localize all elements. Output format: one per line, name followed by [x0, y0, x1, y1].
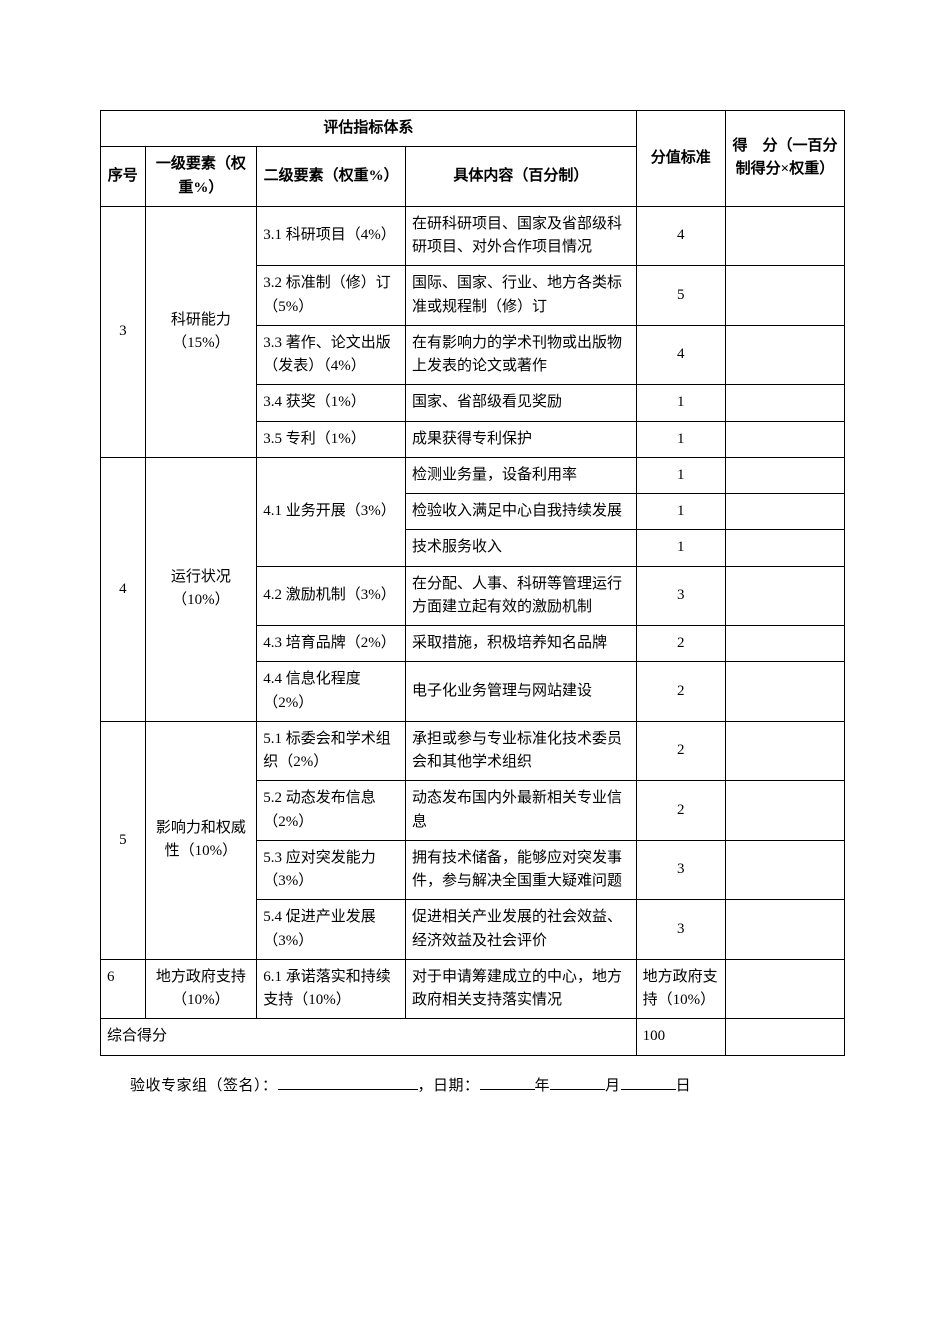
std-cell: 1	[636, 421, 725, 457]
detail-cell: 承担或参与专业标准化技术委员会和其他学术组织	[406, 721, 637, 781]
score-cell	[725, 421, 844, 457]
std-cell: 3	[636, 566, 725, 626]
score-cell	[725, 840, 844, 900]
std-cell: 1	[636, 457, 725, 493]
table-row: 3 科研能力（15%） 3.1 科研项目（4%） 在研科研项目、国家及省部级科研…	[101, 206, 845, 266]
day-label: 日	[676, 1078, 692, 1094]
std-cell: 3	[636, 840, 725, 900]
score-cell	[725, 385, 844, 421]
level2-cell: 5.4 促进产业发展（3%）	[257, 900, 406, 960]
std-cell: 3	[636, 900, 725, 960]
signature-blank	[278, 1074, 418, 1090]
date-label: ，日期：	[418, 1078, 480, 1094]
score-cell	[725, 494, 844, 530]
total-score-cell	[725, 1019, 844, 1055]
detail-cell: 检验收入满足中心自我持续发展	[406, 494, 637, 530]
signature-prefix: 验收专家组（签名）：	[130, 1078, 278, 1094]
detail-cell: 动态发布国内外最新相关专业信息	[406, 781, 637, 841]
score-cell	[725, 566, 844, 626]
level1-cell: 地方政府支持（10%）	[145, 959, 257, 1019]
score-cell	[725, 206, 844, 266]
signature-line: 验收专家组（签名）： ，日期： 年 月 日	[100, 1074, 845, 1095]
std-cell: 4	[636, 325, 725, 385]
seq-cell: 4	[101, 457, 146, 721]
level2-cell: 5.3 应对突发能力（3%）	[257, 840, 406, 900]
detail-cell: 对于申请筹建成立的中心，地方政府相关支持落实情况	[406, 959, 637, 1019]
level1-cell: 影响力和权威性（10%）	[145, 721, 257, 959]
col-header-seq: 序号	[101, 147, 146, 207]
score-cell	[725, 900, 844, 960]
std-cell: 2	[636, 662, 725, 722]
score-cell	[725, 781, 844, 841]
evaluation-table: 评估指标体系 分值标准 得 分（一百分制得分×权重） 序号 一级要素（权重%） …	[100, 110, 845, 1056]
seq-cell: 6	[101, 959, 146, 1019]
level2-cell: 3.1 科研项目（4%）	[257, 206, 406, 266]
std-cell: 5	[636, 266, 725, 326]
std-cell: 1	[636, 494, 725, 530]
score-cell	[725, 457, 844, 493]
table-header-row: 评估指标体系 分值标准 得 分（一百分制得分×权重）	[101, 111, 845, 147]
year-blank	[480, 1074, 535, 1090]
table-title: 评估指标体系	[101, 111, 637, 147]
total-label: 综合得分	[101, 1019, 637, 1055]
level2-cell: 4.4 信息化程度（2%）	[257, 662, 406, 722]
seq-cell: 3	[101, 206, 146, 457]
detail-cell: 在分配、人事、科研等管理运行方面建立起有效的激励机制	[406, 566, 637, 626]
detail-cell: 国家、省部级看见奖励	[406, 385, 637, 421]
level1-cell: 科研能力（15%）	[145, 206, 257, 457]
detail-cell: 采取措施，积极培养知名品牌	[406, 626, 637, 662]
score-cell	[725, 266, 844, 326]
std-cell: 4	[636, 206, 725, 266]
table-row: 6 地方政府支持（10%） 6.1 承诺落实和持续支持（10%） 对于申请筹建成…	[101, 959, 845, 1019]
std-cell: 1	[636, 530, 725, 566]
score-cell	[725, 959, 844, 1019]
day-blank	[621, 1074, 676, 1090]
detail-cell: 国际、国家、行业、地方各类标准或规程制（修）订	[406, 266, 637, 326]
month-blank	[550, 1074, 605, 1090]
score-cell	[725, 626, 844, 662]
table-row: 4 运行状况（10%） 4.1 业务开展（3%） 检测业务量，设备利用率 1	[101, 457, 845, 493]
std-cell: 2	[636, 721, 725, 781]
std-cell: 1	[636, 385, 725, 421]
level2-cell: 4.1 业务开展（3%）	[257, 457, 406, 566]
std-cell: 2	[636, 626, 725, 662]
detail-cell: 成果获得专利保护	[406, 421, 637, 457]
level2-cell: 3.3 著作、论文出版（发表）（4%）	[257, 325, 406, 385]
std-cell: 地方政府支持（10%）	[636, 959, 725, 1019]
level2-cell: 3.4 获奖（1%）	[257, 385, 406, 421]
level1-cell: 运行状况（10%）	[145, 457, 257, 721]
detail-cell: 促进相关产业发展的社会效益、经济效益及社会评价	[406, 900, 637, 960]
col-header-detail: 具体内容（百分制）	[406, 147, 637, 207]
detail-cell: 在有影响力的学术刊物或出版物上发表的论文或著作	[406, 325, 637, 385]
level2-cell: 3.2 标准制（修）订（5%）	[257, 266, 406, 326]
year-label: 年	[535, 1078, 551, 1094]
detail-cell: 检测业务量，设备利用率	[406, 457, 637, 493]
level2-cell: 5.2 动态发布信息（2%）	[257, 781, 406, 841]
seq-cell: 5	[101, 721, 146, 959]
col-header-std: 分值标准	[636, 111, 725, 207]
level2-cell: 3.5 专利（1%）	[257, 421, 406, 457]
detail-cell: 技术服务收入	[406, 530, 637, 566]
total-value: 100	[636, 1019, 725, 1055]
col-header-level2: 二级要素（权重%）	[257, 147, 406, 207]
level2-cell: 6.1 承诺落实和持续支持（10%）	[257, 959, 406, 1019]
detail-cell: 在研科研项目、国家及省部级科研项目、对外合作项目情况	[406, 206, 637, 266]
std-cell: 2	[636, 781, 725, 841]
level2-cell: 5.1 标委会和学术组织（2%）	[257, 721, 406, 781]
score-cell	[725, 721, 844, 781]
total-row: 综合得分 100	[101, 1019, 845, 1055]
document-page: 评估指标体系 分值标准 得 分（一百分制得分×权重） 序号 一级要素（权重%） …	[0, 0, 945, 1155]
col-header-score: 得 分（一百分制得分×权重）	[725, 111, 844, 207]
score-cell	[725, 530, 844, 566]
score-cell	[725, 662, 844, 722]
score-cell	[725, 325, 844, 385]
col-header-level1: 一级要素（权重%）	[145, 147, 257, 207]
detail-cell: 拥有技术储备，能够应对突发事件，参与解决全国重大疑难问题	[406, 840, 637, 900]
month-label: 月	[605, 1078, 621, 1094]
level2-cell: 4.3 培育品牌（2%）	[257, 626, 406, 662]
table-row: 5 影响力和权威性（10%） 5.1 标委会和学术组织（2%） 承担或参与专业标…	[101, 721, 845, 781]
level2-cell: 4.2 激励机制（3%）	[257, 566, 406, 626]
detail-cell: 电子化业务管理与网站建设	[406, 662, 637, 722]
